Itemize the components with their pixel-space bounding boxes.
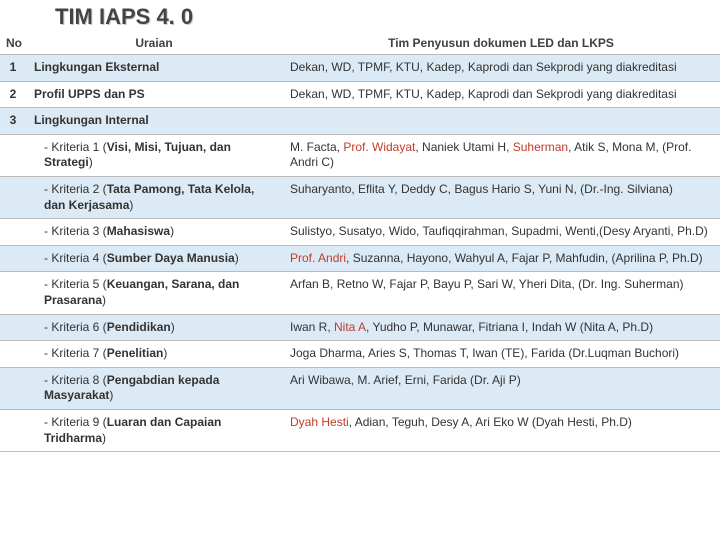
cell-uraian: Profil UPPS dan PS — [26, 81, 282, 108]
cell-no: 3 — [0, 108, 26, 135]
cell-no — [0, 272, 26, 314]
cell-tim — [282, 108, 720, 135]
header-tim: Tim Penyusun dokumen LED dan LKPS — [282, 32, 720, 55]
table-row: - Kriteria 3 (Mahasiswa)Sulistyo, Susaty… — [0, 219, 720, 246]
cell-uraian: - Kriteria 2 (Tata Pamong, Tata Kelola, … — [26, 176, 282, 218]
table-row: 1Lingkungan EksternalDekan, WD, TPMF, KT… — [0, 55, 720, 82]
cell-uraian: Lingkungan Eksternal — [26, 55, 282, 82]
cell-no — [0, 176, 26, 218]
cell-uraian: - Kriteria 3 (Mahasiswa) — [26, 219, 282, 246]
cell-uraian: Lingkungan Internal — [26, 108, 282, 135]
cell-no: 1 — [0, 55, 26, 82]
cell-no — [0, 134, 26, 176]
cell-no — [0, 245, 26, 272]
cell-no — [0, 341, 26, 368]
cell-tim: Arfan B, Retno W, Fajar P, Bayu P, Sari … — [282, 272, 720, 314]
cell-uraian: - Kriteria 9 (Luaran dan Capaian Tridhar… — [26, 409, 282, 451]
table-row: - Kriteria 6 (Pendidikan)Iwan R, Nita A,… — [0, 314, 720, 341]
cell-tim: Dekan, WD, TPMF, KTU, Kadep, Kaprodi dan… — [282, 81, 720, 108]
cell-no: 2 — [0, 81, 26, 108]
table-row: 3Lingkungan Internal — [0, 108, 720, 135]
table-row: - Kriteria 5 (Keuangan, Sarana, dan Pras… — [0, 272, 720, 314]
table-row: - Kriteria 7 (Penelitian)Joga Dharma, Ar… — [0, 341, 720, 368]
cell-uraian: - Kriteria 6 (Pendidikan) — [26, 314, 282, 341]
cell-uraian: - Kriteria 4 (Sumber Daya Manusia) — [26, 245, 282, 272]
cell-no — [0, 409, 26, 451]
table-row: - Kriteria 9 (Luaran dan Capaian Tridhar… — [0, 409, 720, 451]
cell-tim: Dekan, WD, TPMF, KTU, Kadep, Kaprodi dan… — [282, 55, 720, 82]
cell-no — [0, 219, 26, 246]
cell-no — [0, 314, 26, 341]
header-no: No — [0, 32, 26, 55]
table-row: - Kriteria 4 (Sumber Daya Manusia)Prof. … — [0, 245, 720, 272]
page-title: TIM IAPS 4. 0 — [0, 0, 720, 32]
cell-tim: M. Facta, Prof. Widayat, Naniek Utami H,… — [282, 134, 720, 176]
cell-tim: Ari Wibawa, M. Arief, Erni, Farida (Dr. … — [282, 367, 720, 409]
table-row: 2Profil UPPS dan PSDekan, WD, TPMF, KTU,… — [0, 81, 720, 108]
cell-uraian: - Kriteria 1 (Visi, Misi, Tujuan, dan St… — [26, 134, 282, 176]
cell-no — [0, 367, 26, 409]
tim-table: No Uraian Tim Penyusun dokumen LED dan L… — [0, 32, 720, 452]
cell-tim: Dyah Hesti, Adian, Teguh, Desy A, Ari Ek… — [282, 409, 720, 451]
table-row: - Kriteria 8 (Pengabdian kepada Masyarak… — [0, 367, 720, 409]
table-row: - Kriteria 2 (Tata Pamong, Tata Kelola, … — [0, 176, 720, 218]
cell-tim: Sulistyo, Susatyo, Wido, Taufiqqirahman,… — [282, 219, 720, 246]
cell-uraian: - Kriteria 5 (Keuangan, Sarana, dan Pras… — [26, 272, 282, 314]
header-uraian: Uraian — [26, 32, 282, 55]
cell-tim: Prof. Andri, Suzanna, Hayono, Wahyul A, … — [282, 245, 720, 272]
cell-tim: Iwan R, Nita A, Yudho P, Munawar, Fitria… — [282, 314, 720, 341]
table-row: - Kriteria 1 (Visi, Misi, Tujuan, dan St… — [0, 134, 720, 176]
cell-tim: Joga Dharma, Aries S, Thomas T, Iwan (TE… — [282, 341, 720, 368]
cell-uraian: - Kriteria 7 (Penelitian) — [26, 341, 282, 368]
cell-tim: Suharyanto, Eflita Y, Deddy C, Bagus Har… — [282, 176, 720, 218]
cell-uraian: - Kriteria 8 (Pengabdian kepada Masyarak… — [26, 367, 282, 409]
table-header-row: No Uraian Tim Penyusun dokumen LED dan L… — [0, 32, 720, 55]
